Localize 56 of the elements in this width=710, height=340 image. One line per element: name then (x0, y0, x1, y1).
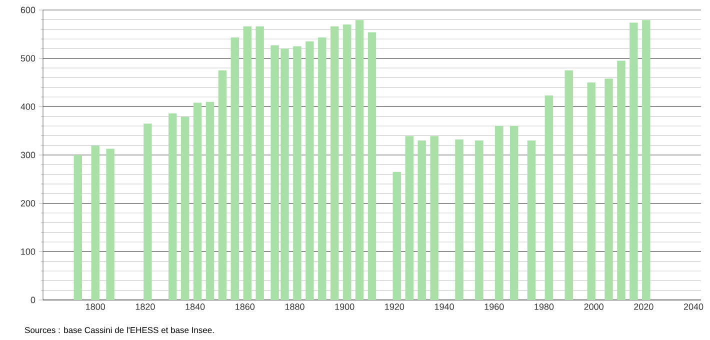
bar (243, 26, 252, 300)
bar (368, 32, 376, 300)
bar (206, 102, 214, 300)
bar (230, 38, 240, 300)
bar (91, 146, 100, 300)
x-tick-label: 1840 (186, 304, 205, 310)
y-tick-label: 200 (20, 200, 36, 207)
x-tick-label: 1940 (434, 304, 454, 310)
x-tick-label: 1960 (484, 304, 504, 310)
source-note: Sources : base Cassini de l'EHESS et base Insee. (24, 326, 214, 334)
x-tick-label: 1920 (385, 304, 404, 310)
bar (564, 70, 574, 300)
bar (527, 140, 536, 300)
y-tick-label: 0 (30, 296, 36, 304)
bar (418, 140, 426, 300)
x-tick-label: 2020 (634, 304, 654, 310)
bar (430, 136, 438, 300)
bar (218, 70, 227, 300)
bar (74, 154, 82, 300)
bar (193, 102, 202, 300)
bar (495, 126, 504, 300)
bar (256, 26, 264, 300)
bar (330, 26, 339, 300)
y-tick-label: 600 (20, 6, 36, 14)
x-tick-label: 2040 (684, 304, 704, 310)
bar (318, 38, 326, 300)
bar (604, 78, 613, 300)
bar (106, 148, 114, 300)
x-tick-label: 1860 (236, 304, 255, 310)
bar (475, 140, 484, 300)
x-tick-label: 1820 (136, 304, 155, 310)
bar (642, 20, 650, 300)
bar (342, 24, 352, 300)
x-tick-label: 1800 (86, 304, 106, 310)
bar (306, 41, 314, 300)
bar (510, 126, 518, 300)
bar (355, 20, 364, 300)
bar (544, 96, 554, 300)
bar (168, 113, 177, 300)
x-tick-label: 2000 (584, 304, 604, 310)
y-tick-label: 300 (20, 152, 36, 158)
bar (455, 140, 464, 300)
bar (617, 60, 626, 300)
x-tick-label: 1900 (335, 304, 354, 310)
bar (144, 124, 152, 300)
y-tick-label: 500 (20, 55, 36, 62)
bar (405, 136, 414, 300)
bar (392, 172, 402, 300)
bar (180, 116, 190, 300)
bar (587, 82, 596, 300)
bar (293, 46, 302, 300)
x-tick-label: 1980 (534, 304, 554, 310)
x-tick-label: 1880 (285, 304, 304, 310)
bar (630, 22, 638, 300)
y-tick-label: 100 (21, 248, 36, 255)
y-tick-label: 400 (20, 103, 36, 110)
